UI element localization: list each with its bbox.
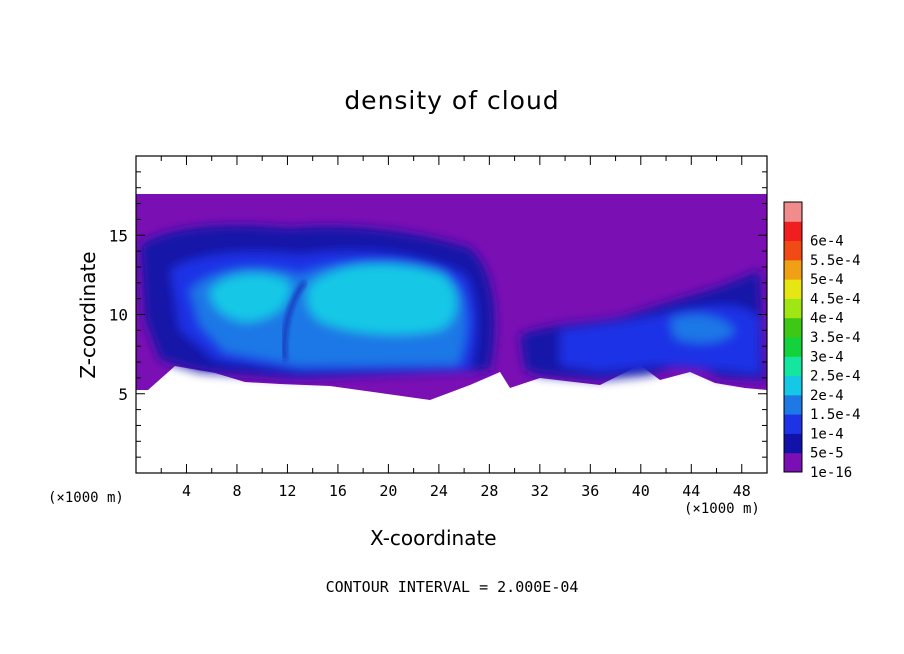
cloud-filament (282, 281, 307, 361)
colorbar-label: 1.5e-4 (810, 407, 861, 423)
colorbar-swatch (784, 259, 802, 280)
y-tick-label: 15 (109, 226, 128, 245)
colorbar-swatch (784, 433, 802, 454)
x-tick-label: 28 (480, 482, 498, 500)
x-tick-label: 48 (733, 482, 751, 500)
colorbar-swatch (784, 240, 802, 261)
x-tick-label: 36 (581, 482, 599, 500)
colorbar-swatch (784, 317, 802, 338)
colorbar-label: 3.5e-4 (810, 330, 861, 346)
colorbar-swatch (784, 202, 802, 222)
colorbar-swatch (784, 356, 802, 377)
x-tick-label: 20 (379, 482, 397, 500)
y-tick-label: 5 (118, 385, 128, 404)
x-tick-label: 44 (682, 482, 700, 500)
x-tick-label: 40 (632, 482, 650, 500)
colorbar-swatch (784, 452, 802, 473)
colorbar-frame (783, 201, 803, 473)
colorbar-swatch (784, 279, 802, 299)
colorbar-label: 5e-5 (810, 446, 844, 462)
y-axis-label: Z-coordinate (76, 251, 100, 379)
colorbar-label: 2.5e-4 (810, 369, 861, 385)
colorbar-swatch (784, 221, 802, 242)
colorbar-label: 4e-4 (810, 311, 844, 327)
colorbar-label: 3e-4 (810, 349, 844, 365)
x-axis-label: X-coordinate (370, 526, 497, 550)
colorbar-label: 6e-4 (810, 234, 844, 250)
x-tick-label: 32 (531, 482, 549, 500)
colorbar-swatch (784, 298, 802, 319)
colorbar-label: 5e-4 (810, 272, 844, 288)
x-tick-label: 4 (182, 482, 191, 500)
colorbar-label: 5.5e-4 (810, 253, 861, 269)
x-tick-label: 24 (430, 482, 448, 500)
y-tick-label: 10 (109, 306, 128, 325)
colorbar-swatch (784, 337, 802, 357)
x-tick-label: 12 (278, 482, 296, 500)
colorbar: 1e-16 5e-5 1e-4 1.5e-4 2e-4 2.5e-4 3e-4 3.5e-4 4… (783, 201, 861, 481)
x-tick-label: 16 (329, 482, 347, 500)
x-unit-label: (×1000 m) (48, 490, 124, 506)
colorbar-label: 4.5e-4 (810, 291, 861, 307)
colorbar-label: 1e-16 (810, 465, 852, 481)
density-field (136, 194, 767, 400)
x-unit-label-right: (×1000 m) (684, 501, 760, 517)
colorbar-swatch (784, 375, 802, 396)
cloud-core-cyan-center (306, 263, 457, 335)
cloud-core-light-right (670, 314, 735, 343)
chart-title: density of cloud (344, 86, 560, 115)
colorbar-label: 1e-4 (810, 426, 844, 442)
colorbar-swatch (784, 414, 802, 434)
cloud-core-cyan-left (210, 273, 291, 322)
contour-interval-note: CONTOUR INTERVAL = 2.000E-04 (325, 578, 579, 596)
x-tick-label: 8 (232, 482, 241, 500)
colorbar-label: 2e-4 (810, 388, 844, 404)
colorbar-swatch (784, 394, 802, 415)
